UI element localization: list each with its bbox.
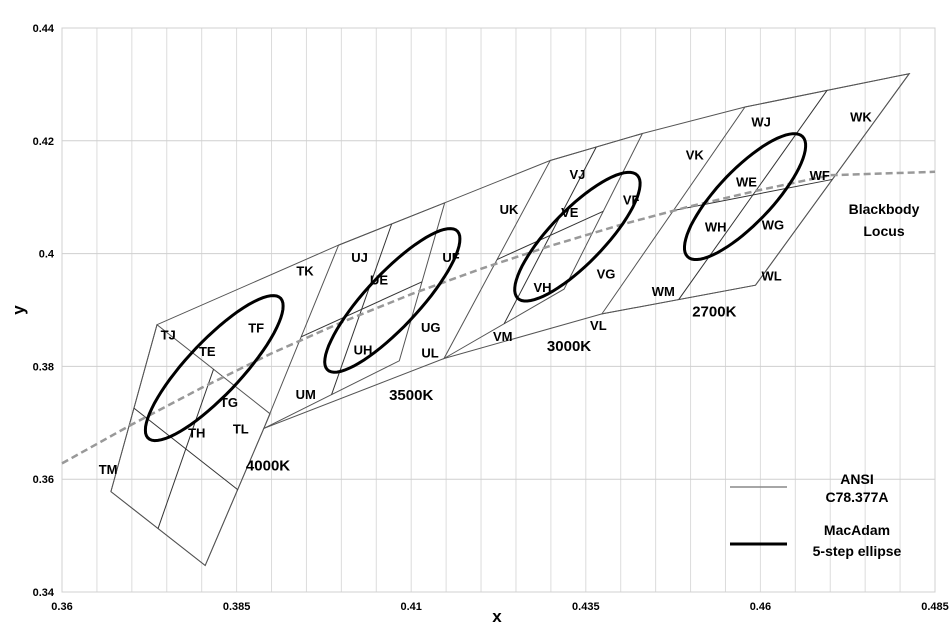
x-tick-labels: 0.36 0.385 0.41 0.435 0.46 0.485	[51, 601, 948, 613]
cct-label: 3000K	[547, 338, 591, 355]
bin-label: TG	[220, 395, 238, 410]
legend-label-macadam: MacAdam	[824, 522, 890, 538]
ansi-quadrangles	[110, 72, 911, 567]
bin-label: VH	[533, 280, 551, 295]
ansi-divider	[157, 369, 215, 529]
x-tick-label: 0.485	[921, 601, 949, 613]
cct-labels: 4000K 3500K 3000K 2700K	[246, 304, 737, 475]
bin-label: UG	[421, 320, 441, 335]
blackbody-locus-line	[61, 170, 936, 465]
x-axis-label: x	[492, 607, 502, 626]
macadam-ellipse	[143, 294, 285, 443]
x-tick-label: 0.385	[223, 601, 251, 613]
legend-label-ansi: C78.377A	[825, 489, 888, 505]
ansi-quad	[442, 132, 644, 360]
bin-label: WK	[850, 110, 872, 125]
x-tick-label: 0.435	[572, 601, 600, 613]
bin-label: UK	[500, 202, 519, 217]
ansi-divider	[300, 281, 423, 338]
bin-label: WH	[705, 220, 727, 235]
y-axis-label: y	[9, 305, 28, 315]
y-tick-label: 0.38	[33, 361, 54, 373]
cct-label: 4000K	[246, 458, 290, 475]
macadam-ellipse	[323, 227, 462, 374]
bin-label: TL	[233, 421, 249, 436]
cct-label: 2700K	[692, 304, 736, 321]
bin-label: UF	[442, 250, 459, 265]
bin-label: UM	[296, 387, 316, 402]
cct-label: 3500K	[389, 387, 433, 404]
bin-label: VL	[590, 318, 607, 333]
y-tick-label: 0.44	[33, 23, 55, 35]
bin-label: UL	[421, 345, 438, 360]
ansi-quad	[600, 72, 911, 315]
bin-label: VE	[561, 205, 579, 220]
macadam-ellipses	[143, 132, 808, 443]
bin-label: VM	[493, 329, 513, 344]
bin-label: TJ	[161, 327, 176, 342]
y-tick-label: 0.42	[33, 136, 54, 148]
bin-label: VF	[623, 192, 640, 207]
blackbody-locus-label: Blackbody	[849, 201, 920, 217]
legend-label-macadam: 5-step ellipse	[813, 543, 902, 559]
blackbody-locus-label: Locus	[863, 223, 904, 239]
axis-labels: x y	[9, 305, 502, 626]
bin-label: UJ	[351, 250, 368, 265]
bin-label: VK	[686, 147, 705, 162]
y-tick-labels: 0.34 0.36 0.38 0.4 0.42 0.44	[33, 23, 55, 599]
bin-label: VG	[597, 266, 616, 281]
legend-label-ansi: ANSI	[840, 471, 873, 487]
bin-label: UE	[370, 273, 388, 288]
bin-label: WG	[762, 217, 784, 232]
blackbody-locus: Blackbody Locus	[61, 170, 936, 465]
bin-label: UH	[354, 342, 373, 357]
bin-label: TM	[99, 462, 118, 477]
bin-label: WM	[652, 284, 675, 299]
y-tick-label: 0.4	[39, 249, 55, 261]
macadam-ellipse	[683, 132, 808, 261]
macadam-ellipse	[513, 170, 642, 303]
x-tick-label: 0.41	[400, 601, 421, 613]
x-tick-label: 0.46	[750, 601, 771, 613]
bin-label: TF	[248, 320, 264, 335]
plot-frame	[61, 27, 936, 593]
bin-label: TK	[296, 264, 314, 279]
bin-label: WE	[736, 174, 757, 189]
gridlines	[62, 27, 935, 593]
legend: ANSI C78.377A MacAdam 5-step ellipse	[730, 471, 902, 559]
ansi-divider	[673, 178, 833, 211]
x-tick-label: 0.36	[51, 601, 72, 613]
ansi-divider	[496, 210, 604, 260]
bin-label: TH	[188, 425, 205, 440]
bin-label: TE	[199, 344, 216, 359]
bin-label: WJ	[751, 115, 771, 130]
y-tick-label: 0.34	[33, 587, 55, 599]
y-tick-label: 0.36	[33, 474, 54, 486]
bin-label: VJ	[569, 167, 585, 182]
bin-label: WL	[761, 269, 781, 284]
bin-label: WF	[810, 168, 830, 183]
ansi-quad	[262, 201, 446, 430]
